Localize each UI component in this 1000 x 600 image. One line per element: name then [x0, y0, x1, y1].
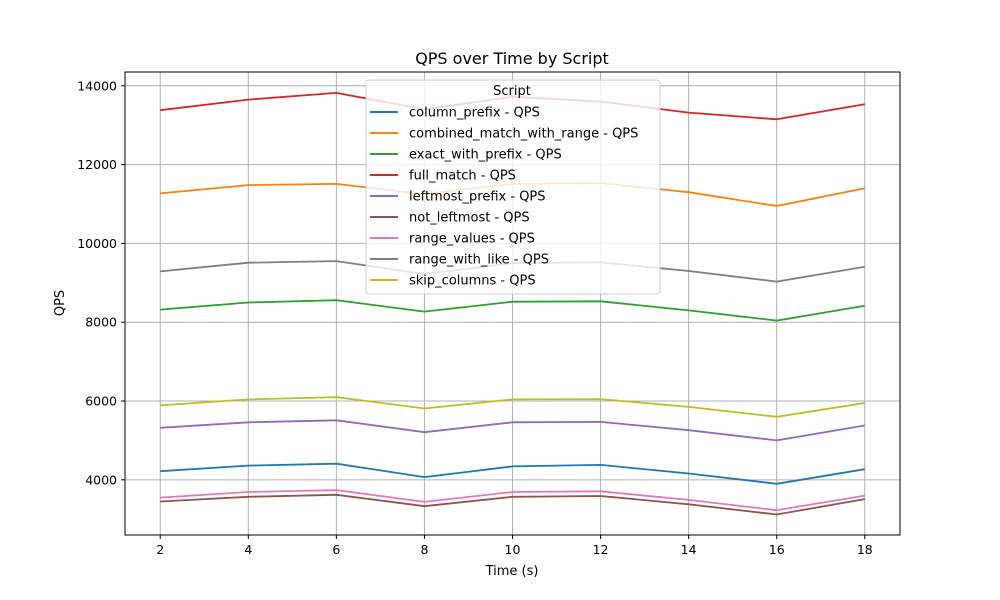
x-tick-label: 4: [244, 542, 252, 557]
legend-label-5: not_leftmost - QPS: [409, 211, 530, 226]
legend-label-6: range_values - QPS: [409, 232, 535, 247]
legend-label-4: leftmost_prefix - QPS: [409, 190, 546, 205]
y-tick-label: 14000: [77, 78, 117, 93]
legend-label-7: range_with_like - QPS: [409, 253, 549, 268]
x-tick-label: 18: [857, 542, 873, 557]
series-line-5: [160, 493, 865, 516]
legend-label-2: exact_with_prefix - QPS: [409, 148, 562, 163]
legend-label-0: column_prefix - QPS: [409, 106, 540, 121]
legend-title: Script: [493, 84, 531, 99]
legend-label-1: combined_match_with_range - QPS: [409, 127, 638, 142]
x-tick-label: 16: [769, 542, 785, 557]
y-tick-label: 6000: [85, 394, 117, 409]
y-tick-label: 4000: [85, 472, 117, 487]
x-tick-label: 8: [420, 542, 428, 557]
x-tick-label: 14: [681, 542, 697, 557]
legend-frame: [365, 79, 661, 295]
x-tick-label: 6: [332, 542, 340, 557]
y-axis-label: QPS: [53, 290, 68, 316]
x-axis-label: Time (s): [485, 564, 539, 579]
series-line-2: [160, 299, 865, 322]
legend: Script column_prefix - QPS combined_match…: [365, 79, 661, 295]
y-tick-label: 12000: [77, 157, 117, 172]
series-line-0: [160, 462, 865, 485]
y-tick-label: 8000: [85, 315, 117, 330]
axis-ticks: 2 4 6 8 10 12 14 16 18 4000 6000 8000 10000 12000 1400…: [77, 78, 873, 557]
x-tick-label: 2: [156, 542, 164, 557]
legend-label-3: full_match - QPS: [409, 169, 516, 184]
series-line-6: [160, 489, 865, 512]
legend-label-8: skip_columns - QPS: [409, 274, 536, 289]
x-tick-label: 12: [593, 542, 609, 557]
x-tick-label: 10: [505, 542, 521, 557]
chart-title: QPS over Time by Script: [415, 49, 609, 68]
y-tick-label: 10000: [77, 236, 117, 251]
series-line-4: [160, 419, 865, 442]
series-line-8: [160, 396, 865, 418]
